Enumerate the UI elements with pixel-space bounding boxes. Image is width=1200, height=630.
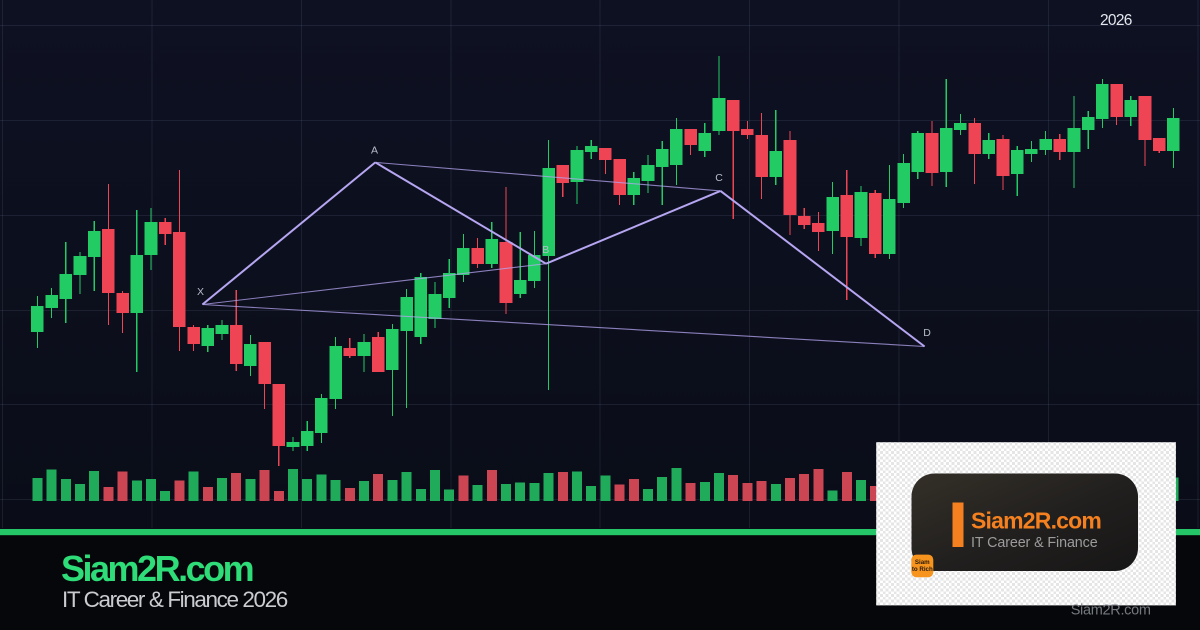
svg-text:D: D [923, 327, 931, 339]
svg-text:IT Career & Finance 2026: IT Career & Finance 2026 [62, 587, 288, 612]
svg-text:Siam: Siam [915, 559, 930, 566]
svg-text:A: A [371, 145, 378, 157]
svg-text:Siam2R.com: Siam2R.com [971, 508, 1101, 534]
svg-text:B: B [542, 244, 549, 256]
svg-text:IT Career & Finance: IT Career & Finance [971, 535, 1098, 551]
svg-text:C: C [715, 172, 723, 184]
svg-text:X: X [197, 286, 204, 298]
svg-text:to Rich: to Rich [912, 566, 933, 573]
svg-text:2026: 2026 [1100, 12, 1132, 29]
svg-text:Siam2R.com: Siam2R.com [61, 548, 253, 589]
svg-text:Siam2R.com: Siam2R.com [1071, 603, 1151, 619]
